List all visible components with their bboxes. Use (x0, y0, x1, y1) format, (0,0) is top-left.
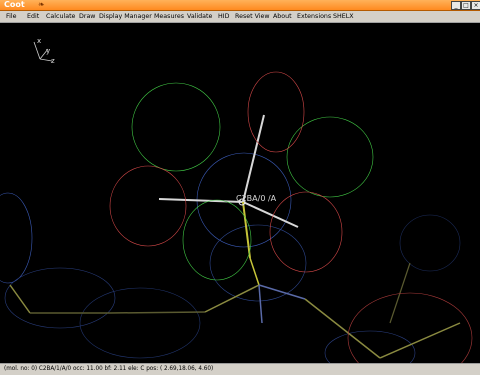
green-density-map (131, 82, 374, 281)
minimize-icon[interactable]: _ (451, 1, 461, 10)
maximize-icon[interactable]: □ (461, 1, 471, 10)
menu-reset-view[interactable]: Reset View (235, 13, 270, 20)
molecule-canvas[interactable]: x y z (0, 23, 480, 363)
menu-calculate[interactable]: Calculate (46, 13, 76, 20)
graphics-viewport[interactable]: x y z (0, 23, 480, 363)
blue-density-map (0, 152, 461, 363)
status-bar: (mol. no: 0) C2BA/1/A/0 occ: 11.00 bf: 2… (0, 363, 480, 374)
menu-hid[interactable]: HID (218, 13, 230, 20)
atom-label-text: C2BA/0 /A (236, 194, 277, 203)
menu-extensions[interactable]: Extensions (297, 13, 332, 20)
coot-logo-icon: ❧ (38, 0, 45, 9)
window-title: Coot (4, 0, 25, 9)
menu-draw[interactable]: Draw (79, 13, 96, 20)
menu-validate[interactable]: Validate (187, 13, 213, 20)
menu-edit[interactable]: Edit (27, 13, 40, 20)
title-bar[interactable]: Coot ❧ _ □ × (0, 0, 480, 11)
axis-x-label: x (37, 37, 41, 45)
axis-z-label: z (51, 57, 55, 65)
molecule-bonds (9, 114, 461, 359)
menu-bar: File Edit Calculate Draw Display Manager… (0, 11, 480, 23)
axis-y-label: y (46, 47, 50, 55)
menu-about[interactable]: About (273, 13, 292, 20)
axes-indicator: x y z (33, 37, 55, 65)
close-icon[interactable]: × (471, 1, 480, 10)
menu-shelx[interactable]: SHELX (333, 13, 354, 20)
menu-display-manager[interactable]: Display Manager (99, 13, 152, 20)
menu-measures[interactable]: Measures (154, 13, 185, 20)
red-density-map (109, 71, 473, 363)
menu-file[interactable]: File (6, 13, 17, 20)
atom-label[interactable]: C2BA/0 /A (236, 194, 277, 206)
